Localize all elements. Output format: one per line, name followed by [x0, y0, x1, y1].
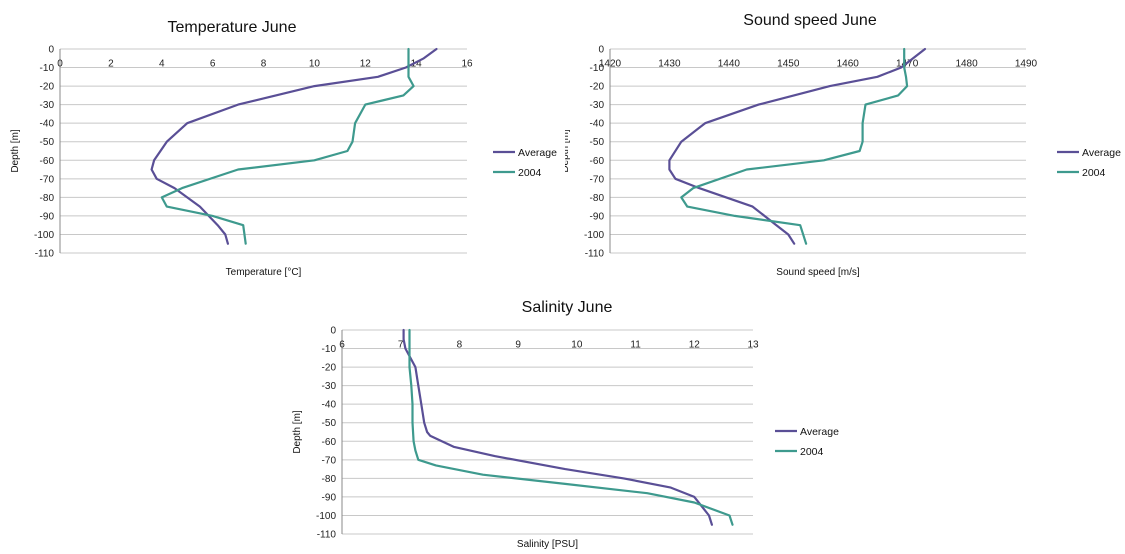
- series-line-2004: [408, 328, 734, 526]
- y-tick-label: 0: [48, 45, 54, 56]
- y-tick-label: -30: [590, 100, 605, 111]
- legend-label: Average: [1082, 147, 1121, 159]
- x-tick-label: 0: [57, 59, 63, 70]
- y-tick-label: -60: [40, 156, 55, 167]
- y-tick-label: -90: [590, 211, 605, 222]
- x-tick-label: 9: [515, 340, 521, 351]
- x-tick-label: 13: [747, 340, 759, 351]
- x-tick-label: 16: [461, 59, 473, 70]
- legend-label: 2004: [518, 167, 542, 179]
- x-tick-label: 6: [210, 59, 216, 70]
- y-tick-label: -100: [316, 511, 336, 522]
- y-tick-label: -80: [40, 193, 55, 204]
- y-tick-label: -40: [322, 400, 337, 411]
- x-tick-label: 4: [159, 59, 165, 70]
- chart-svg: 0 -10 -20 -30 -40 -50 -60 -70 -80 -90 -100 -110 1420…: [560, 12, 1121, 278]
- legend-label: Average: [800, 426, 839, 438]
- x-tick-label: 10: [309, 59, 321, 70]
- chart-sound-speed-june: 0 -10 -20 -30 -40 -50 -60 -70 -80 -90 -100 -110 1420…: [560, 0, 1125, 282]
- x-tick-label: 7: [398, 340, 404, 351]
- x-tick-label: 11: [630, 340, 641, 351]
- y-tick-label: -60: [322, 437, 337, 448]
- series-line-2004: [160, 47, 415, 245]
- y-tick-label: -50: [40, 137, 55, 148]
- x-tick-label: 1440: [718, 59, 741, 70]
- y-tick-label: -90: [40, 211, 55, 222]
- y-tick-label: -40: [590, 119, 605, 130]
- y-tick-label: -10: [322, 344, 337, 355]
- y-tick-label: -100: [34, 230, 54, 241]
- y-tick-label: -20: [322, 363, 337, 374]
- y-tick-label: -50: [322, 418, 337, 429]
- series-line-2004: [680, 47, 909, 245]
- x-tick-label: 12: [360, 59, 372, 70]
- x-tick-label: 1430: [658, 59, 681, 70]
- chart-svg: 0 -10 -20 -30 -40 -50 -60 -70 -80 -90 -100 -110 6 7 8 9…: [292, 299, 839, 550]
- x-axis-label: Temperature [°C]: [226, 267, 302, 278]
- y-tick-label: -110: [35, 249, 55, 260]
- x-axis-label: Salinity [PSU]: [517, 539, 578, 549]
- x-tick-label: 1480: [955, 59, 978, 70]
- y-tick-label: -90: [322, 492, 337, 503]
- y-tick-label: -50: [590, 137, 605, 148]
- x-tick-label: 10: [571, 340, 583, 351]
- x-tick-label: 12: [689, 340, 701, 351]
- y-tick-label: -40: [40, 119, 55, 130]
- legend-label: 2004: [800, 446, 824, 458]
- y-tick-label: -20: [590, 82, 605, 93]
- x-tick-label: 1450: [777, 59, 800, 70]
- y-tick-label: -70: [590, 174, 605, 185]
- y-axis-label: Depth [m]: [565, 129, 571, 173]
- y-tick-label: -100: [584, 230, 604, 241]
- x-tick-label: 1460: [837, 59, 860, 70]
- chart-title: Temperature June: [168, 19, 297, 36]
- y-axis-label: Depth [m]: [292, 410, 303, 454]
- x-tick-label: 6: [339, 340, 345, 351]
- y-tick-label: -30: [322, 381, 337, 392]
- chart-title: Sound speed June: [743, 12, 877, 29]
- series-line-average: [150, 47, 438, 245]
- y-tick-label: -110: [585, 249, 605, 260]
- chart-temperature-june: 0 -10 -20 -30 -40 -50 -60 -70 -80 -90 -100 -110 0 2 4 6…: [0, 0, 560, 282]
- y-tick-label: -80: [322, 474, 337, 485]
- x-tick-label: 8: [261, 59, 267, 70]
- legend-label: 2004: [1082, 167, 1106, 179]
- x-tick-label: 8: [457, 340, 463, 351]
- y-tick-label: -20: [40, 82, 55, 93]
- series-line-average: [668, 47, 927, 245]
- y-tick-label: -10: [590, 63, 605, 74]
- y-tick-label: 0: [598, 45, 604, 56]
- y-tick-label: -10: [40, 63, 55, 74]
- y-tick-label: -70: [322, 455, 337, 466]
- chart-title: Salinity June: [522, 299, 613, 316]
- y-tick-label: -60: [590, 156, 605, 167]
- x-tick-label: 14: [411, 59, 423, 70]
- y-axis-label: Depth [m]: [10, 129, 21, 173]
- y-tick-label: -110: [317, 530, 337, 541]
- y-tick-label: -80: [590, 193, 605, 204]
- x-tick-label: 2: [108, 59, 114, 70]
- x-tick-label: 1490: [1015, 59, 1038, 70]
- x-tick-label: 1420: [599, 59, 622, 70]
- y-tick-label: -70: [40, 174, 55, 185]
- legend-label: Average: [518, 147, 557, 159]
- series-line-average: [402, 328, 713, 526]
- y-tick-label: -30: [40, 100, 55, 111]
- y-tick-label: 0: [330, 326, 336, 337]
- chart-salinity-june: 0 -10 -20 -30 -40 -50 -60 -70 -80 -90 -100 -110 6 7 8 9…: [282, 283, 872, 550]
- x-axis-label: Sound speed [m/s]: [776, 267, 860, 278]
